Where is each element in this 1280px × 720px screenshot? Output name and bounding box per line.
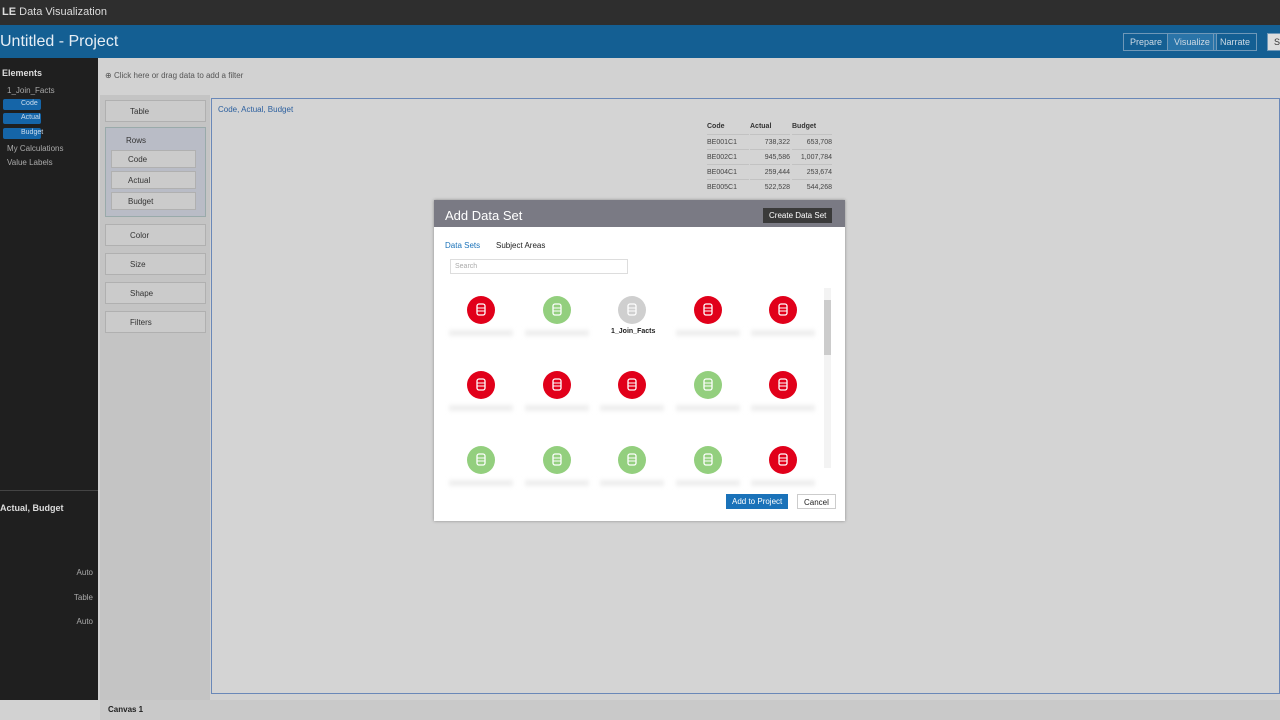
- dataset-icon[interactable]: [542, 296, 571, 324]
- cell: 653,708: [792, 134, 832, 149]
- dataset-icon[interactable]: [618, 371, 646, 399]
- header-cell: Budget: [792, 123, 817, 130]
- canvas-tab[interactable]: Canvas 1: [108, 705, 144, 714]
- scrollbar[interactable]: [824, 288, 831, 468]
- column[interactable]: Budget: [3, 128, 43, 139]
- cell: BE004C1: [707, 164, 749, 179]
- create-button[interactable]: Create Data Set: [763, 208, 833, 223]
- mode-button[interactable]: Visualize: [1167, 33, 1217, 51]
- cell: 253,674: [792, 164, 832, 179]
- mode-button[interactable]: Prepare: [1123, 33, 1170, 51]
- viz-type[interactable]: Table: [105, 100, 206, 122]
- project-bar: Untitled - Project Prepare Visualize Nar…: [0, 25, 1280, 58]
- blurred-label: [600, 405, 664, 411]
- tile-label[interactable]: 1_Join_Facts: [611, 328, 656, 335]
- cancel-button[interactable]: Cancel: [797, 494, 836, 509]
- blurred-label: [675, 330, 740, 336]
- cell: 945,586: [750, 149, 790, 164]
- grammar-panel: Table Rows Code Actual Budget Color Size…: [100, 95, 210, 700]
- cell: 544,268: [792, 179, 832, 194]
- blurred-label: [675, 405, 740, 411]
- cell: BE002C1: [707, 149, 749, 164]
- row-item[interactable]: Budget: [111, 192, 196, 210]
- dataset-icon[interactable]: [618, 446, 646, 474]
- canvas-tabs: Canvas 1: [100, 700, 1280, 720]
- property-value[interactable]: Auto: [76, 568, 93, 577]
- row-item[interactable]: Actual: [111, 171, 196, 189]
- blurred-label: [751, 480, 815, 486]
- ok-button[interactable]: Add to Project: [726, 494, 789, 509]
- dataset-icon[interactable]: [618, 296, 646, 324]
- cell: 259,444: [750, 164, 790, 179]
- filter-bar[interactable]: ⊕ Click here or drag data to add a filte…: [105, 71, 244, 80]
- dataset-icon[interactable]: [467, 296, 495, 324]
- section[interactable]: Size: [105, 253, 206, 275]
- header-cell: Actual: [750, 123, 772, 130]
- dialog-title: Add Data Set: [445, 208, 523, 223]
- viz-title: Code, Actual, Budget: [218, 105, 294, 114]
- spacer: [0, 0, 1, 1]
- blurred-label: [524, 480, 589, 486]
- column[interactable]: Code: [3, 99, 41, 110]
- filter-hint: Click here or drag data to add a filter: [113, 71, 244, 80]
- blurred-label: [675, 480, 740, 486]
- dataset-icon[interactable]: [769, 446, 797, 474]
- panel-title: Elements: [2, 68, 43, 78]
- blurred-label: [600, 480, 664, 486]
- properties-title: Actual, Budget: [0, 503, 64, 513]
- data-panel: Elements 1_Join_Facts Code Actual Budget…: [0, 58, 98, 700]
- section[interactable]: Shape: [105, 282, 206, 304]
- cell: 1,007,784: [792, 149, 832, 164]
- dataset-icon[interactable]: [467, 371, 495, 399]
- tab[interactable]: Subject Areas: [496, 241, 546, 250]
- brand: LE: [2, 6, 17, 18]
- blurred-label: [449, 405, 513, 411]
- source[interactable]: 1_Join_Facts: [7, 86, 55, 95]
- cell: 738,322: [750, 134, 790, 149]
- blurred-label: [751, 405, 815, 411]
- section[interactable]: Color: [105, 224, 206, 246]
- rows-box: Rows Code Actual Budget: [105, 127, 206, 217]
- app-name: Data Visualization: [19, 6, 107, 18]
- tab[interactable]: Data Sets: [445, 241, 481, 250]
- dataset-icon[interactable]: [467, 446, 495, 474]
- dataset-icon[interactable]: [693, 296, 722, 324]
- dataset-icon[interactable]: [769, 371, 797, 399]
- search-box[interactable]: Search: [450, 259, 628, 274]
- section[interactable]: Filters: [105, 311, 206, 333]
- property-value[interactable]: Table: [73, 593, 93, 602]
- header-cell: Code: [707, 123, 725, 130]
- blurred-label: [524, 330, 589, 336]
- dataset-icon[interactable]: [542, 446, 571, 474]
- column[interactable]: Actual: [3, 113, 41, 124]
- cell: BE001C1: [707, 134, 749, 149]
- dialog: Add Data Set Create Data Set Data Sets S…: [434, 200, 845, 521]
- blurred-label: [449, 330, 513, 336]
- group[interactable]: My Calculations: [7, 144, 64, 153]
- group[interactable]: Value Labels: [7, 158, 53, 167]
- dataset-icon[interactable]: [769, 296, 797, 324]
- cell: BE005C1: [707, 179, 749, 194]
- mode-button[interactable]: Narrate: [1213, 33, 1258, 51]
- project-title[interactable]: Untitled - Project: [0, 33, 119, 50]
- dataset-icon[interactable]: [542, 371, 571, 399]
- blurred-label: [449, 480, 513, 486]
- row-item[interactable]: Code: [111, 150, 196, 168]
- mode-button[interactable]: S: [1267, 33, 1280, 51]
- property-value[interactable]: Auto: [76, 617, 93, 626]
- app-bar: LE Data Visualization: [0, 0, 1280, 25]
- cell: 522,528: [750, 179, 790, 194]
- dataset-icon[interactable]: [693, 371, 722, 399]
- search-placeholder: Search: [455, 263, 478, 270]
- rows-label: Rows: [126, 136, 147, 145]
- blurred-label: [524, 405, 589, 411]
- blurred-label: [751, 330, 815, 336]
- dataset-icon[interactable]: [693, 446, 722, 474]
